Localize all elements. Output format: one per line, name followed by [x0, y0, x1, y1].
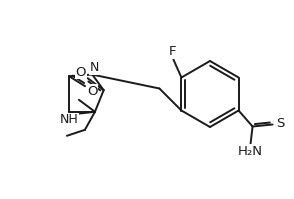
Text: S: S [276, 117, 285, 130]
Text: O: O [76, 66, 86, 79]
Text: O: O [87, 85, 97, 98]
Text: N: N [90, 61, 99, 74]
Text: NH: NH [60, 113, 78, 126]
Text: H₂N: H₂N [238, 145, 263, 158]
Text: F: F [169, 45, 176, 58]
